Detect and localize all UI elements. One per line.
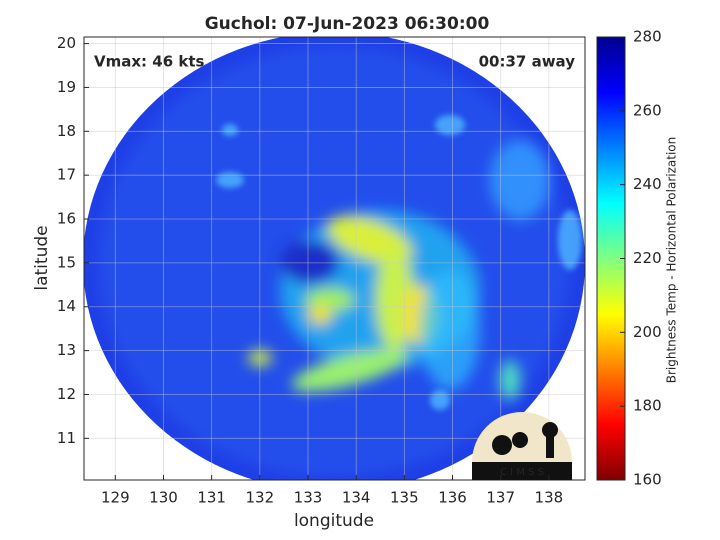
y-tick-label: 16: [57, 210, 76, 228]
x-tick-label: 137: [486, 489, 515, 507]
y-tick-label: 20: [57, 34, 76, 52]
colorbar-tick-label: 220: [633, 249, 662, 267]
swath-image: [84, 37, 585, 480]
x-tick-label: 129: [101, 489, 130, 507]
x-axis-label: longitude: [294, 511, 374, 531]
x-tick-label: 136: [438, 489, 467, 507]
y-tick-label: 14: [57, 297, 76, 315]
x-tick-label: 138: [535, 489, 564, 507]
x-tick-label: 130: [149, 489, 178, 507]
y-tick-label: 11: [57, 429, 76, 447]
logo-text: C I M S S: [500, 467, 544, 478]
x-tick-label: 134: [342, 489, 371, 507]
x-tick-label: 132: [246, 489, 275, 507]
y-tick-label: 15: [57, 253, 76, 271]
x-tick-label: 131: [197, 489, 226, 507]
y-tick-label: 12: [57, 385, 76, 403]
y-tick-label: 19: [57, 78, 76, 96]
colorbar-tick-label: 160: [633, 471, 662, 489]
y-tick-label: 17: [57, 166, 76, 184]
colorbar-tick-label: 260: [633, 101, 662, 119]
colorbar-tick-label: 180: [633, 397, 662, 415]
colorbar-tick-label: 200: [633, 323, 662, 341]
x-tick-label: 133: [294, 489, 323, 507]
colorbar-tick-label: 280: [633, 28, 662, 46]
annotation: 00:37 away: [479, 53, 576, 71]
y-tick-label: 18: [57, 122, 76, 140]
plot-frame: [83, 36, 586, 481]
y-tick-label: 13: [57, 341, 76, 359]
logo: C I M S S: [472, 412, 572, 480]
x-tick-label: 135: [390, 489, 419, 507]
y-axis-label: latitude: [32, 225, 52, 290]
annotation: Vmax: 46 kts: [94, 53, 204, 71]
chart-title: Guchol: 07-Jun-2023 06:30:00: [205, 14, 490, 34]
colorbar-tick-label: 240: [633, 175, 662, 193]
colorbar-label: Brightness Temp - Horizontal Polarizatio…: [665, 137, 679, 384]
